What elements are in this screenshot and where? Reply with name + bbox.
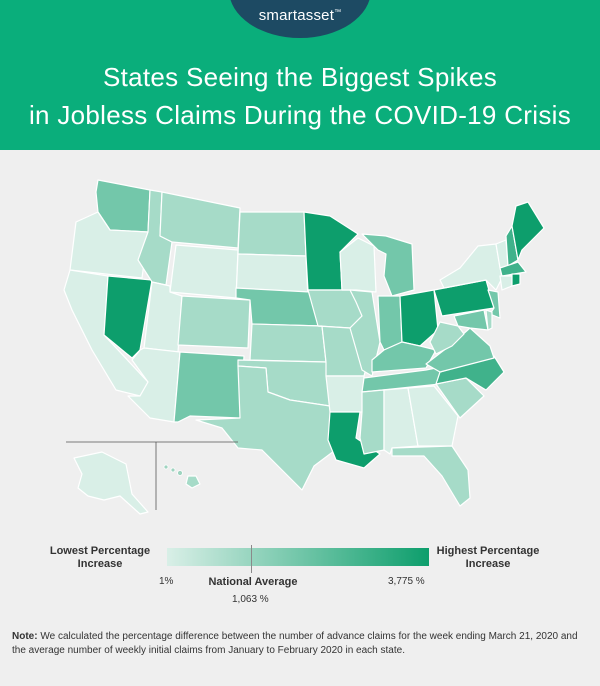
national-average-marker	[251, 545, 252, 573]
methodology-note: Note: We calculated the percentage diffe…	[12, 630, 592, 658]
state-il[interactable]	[349, 289, 381, 377]
header-banner: smartasset™ States Seeing the Biggest Sp…	[0, 0, 600, 150]
state-ga[interactable]	[407, 385, 459, 447]
state-hi-island	[177, 470, 183, 476]
national-average-value: 1,063 %	[232, 594, 269, 605]
state-ks[interactable]	[249, 323, 327, 363]
note-label: Note:	[12, 631, 38, 642]
note-text: We calculated the percentage difference …	[12, 631, 578, 656]
state-co[interactable]	[177, 295, 251, 349]
state-oh[interactable]	[399, 289, 439, 347]
state-nm[interactable]	[173, 351, 245, 423]
legend-gradient-bar	[167, 548, 429, 566]
state-wy[interactable]	[169, 244, 239, 299]
state-nv[interactable]	[103, 275, 153, 359]
state-ny[interactable]	[439, 243, 503, 291]
state-hi[interactable]	[185, 475, 201, 489]
legend-min-value: 1%	[159, 576, 174, 587]
state-wi[interactable]	[339, 237, 377, 293]
legend-low-label: Lowest Percentage Increase	[49, 545, 151, 570]
state-mt[interactable]	[159, 191, 241, 249]
state-wv[interactable]	[429, 321, 465, 355]
state-ar[interactable]	[325, 375, 365, 413]
map-svg	[63, 179, 545, 515]
state-md[interactable]	[453, 309, 489, 331]
state-nc[interactable]	[435, 355, 505, 391]
state-me[interactable]	[511, 201, 545, 261]
state-ky[interactable]	[371, 341, 437, 373]
state-ma[interactable]	[499, 261, 527, 277]
state-hi-island	[170, 467, 176, 473]
state-nj[interactable]	[487, 289, 501, 319]
us-choropleth-map	[0, 150, 600, 540]
state-ak[interactable]	[73, 451, 149, 515]
state-de[interactable]	[485, 309, 493, 331]
legend-high-label: Highest Percentage Increase	[436, 545, 540, 570]
smartasset-logo[interactable]: smartasset™	[258, 7, 342, 24]
state-tx[interactable]	[195, 365, 339, 491]
state-ri[interactable]	[511, 273, 521, 287]
title-line-2: in Jobless Claims During the COVID-19 Cr…	[28, 100, 572, 130]
state-nd[interactable]	[237, 211, 307, 257]
state-hi-island	[163, 464, 169, 470]
title-line-1: States Seeing the Biggest Spikes	[102, 62, 498, 92]
state-ct[interactable]	[499, 275, 513, 291]
state-fl[interactable]	[391, 445, 471, 507]
legend-max-value: 3,775 %	[388, 576, 425, 587]
national-average-label: National Average	[208, 576, 298, 588]
state-ms[interactable]	[359, 389, 385, 455]
state-in[interactable]	[377, 295, 403, 351]
